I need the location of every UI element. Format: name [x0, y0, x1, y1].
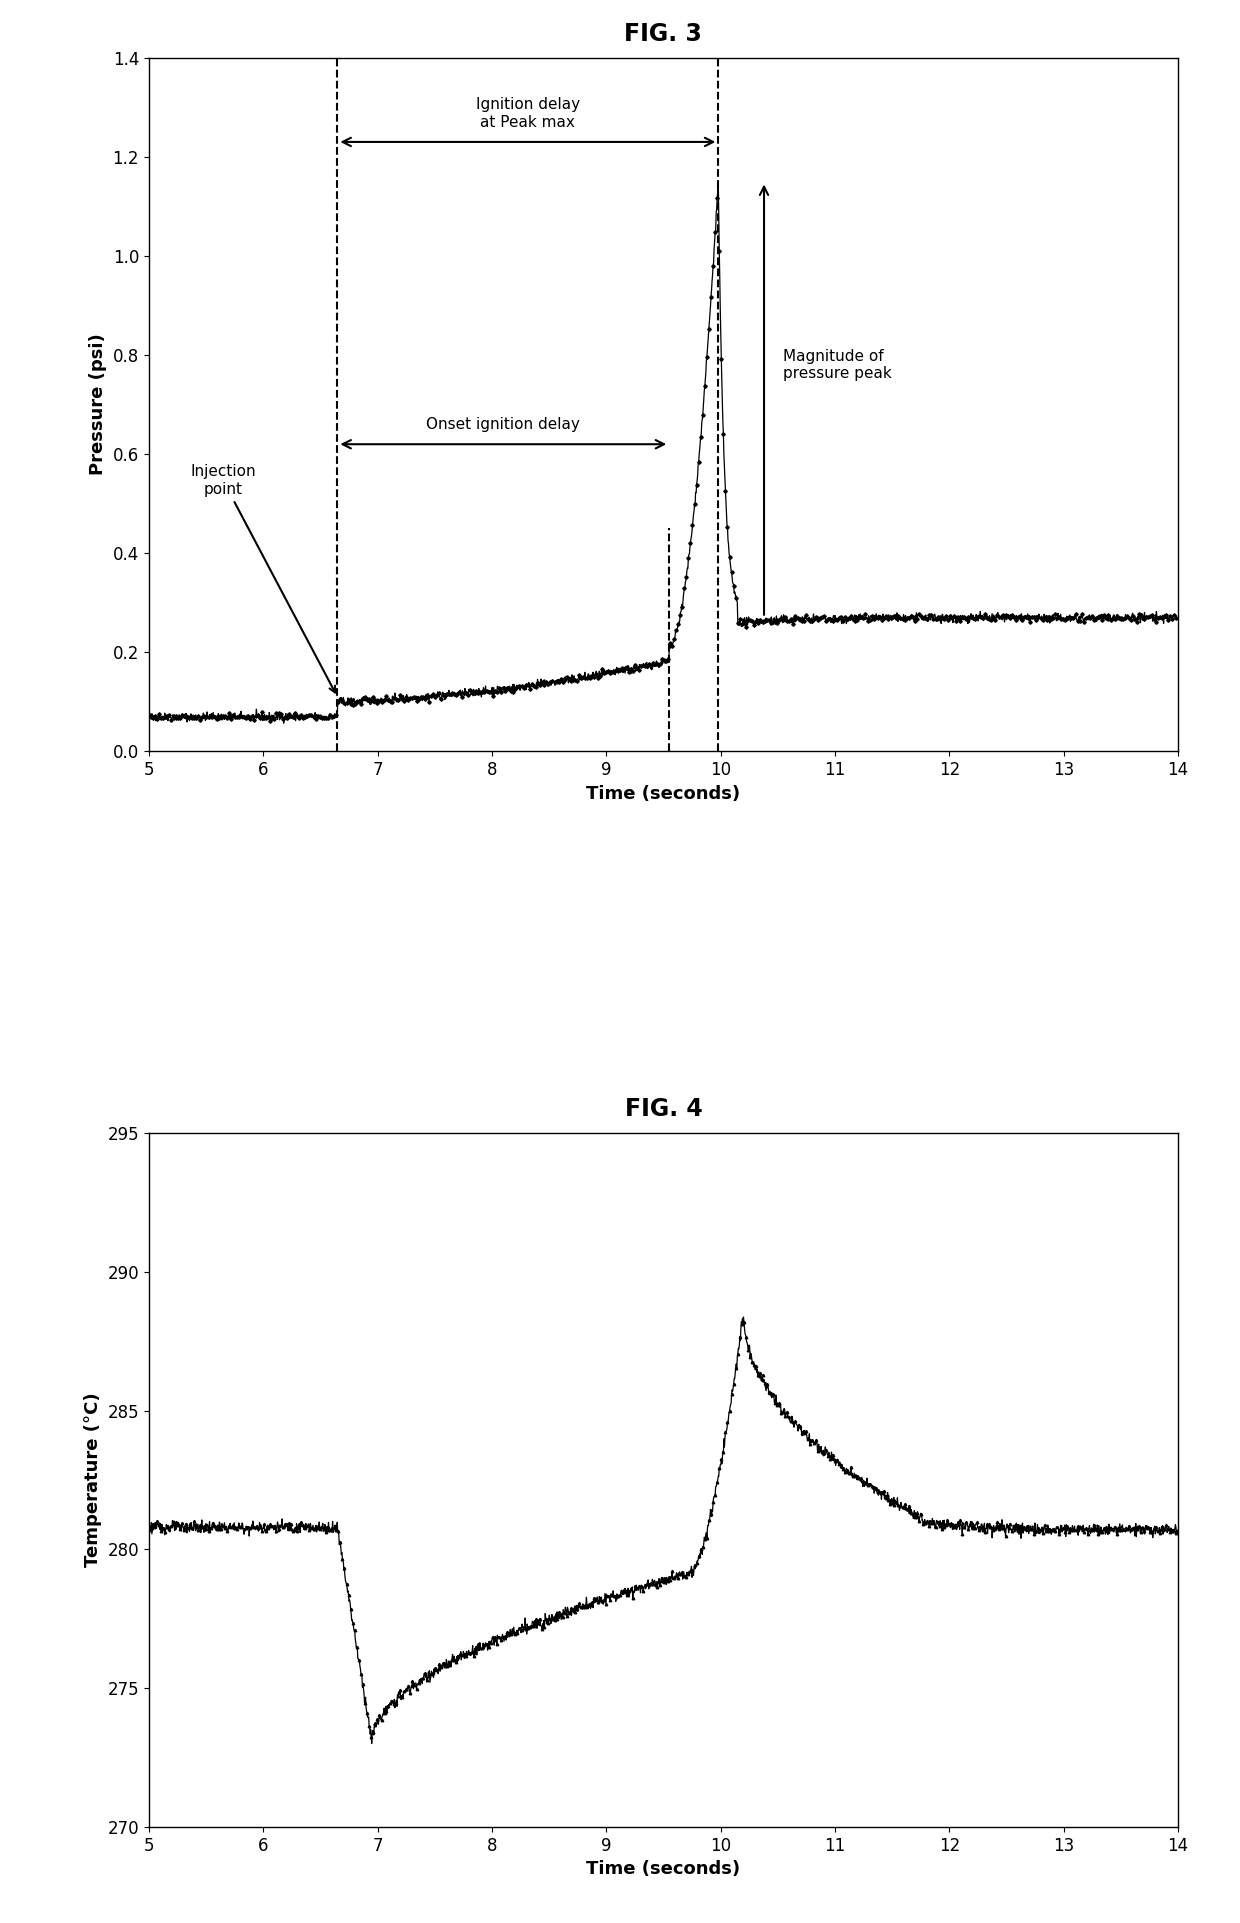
X-axis label: Time (seconds): Time (seconds)	[587, 1860, 740, 1879]
Title: FIG. 4: FIG. 4	[625, 1098, 702, 1121]
Text: Ignition delay
at Peak max: Ignition delay at Peak max	[476, 98, 580, 129]
Text: Onset ignition delay: Onset ignition delay	[427, 417, 580, 433]
X-axis label: Time (seconds): Time (seconds)	[587, 785, 740, 802]
Y-axis label: Temperature (°C): Temperature (°C)	[84, 1392, 102, 1567]
Y-axis label: Pressure (psi): Pressure (psi)	[89, 335, 107, 475]
Title: FIG. 3: FIG. 3	[625, 21, 702, 46]
Text: Injection
point: Injection point	[190, 463, 335, 692]
Text: Magnitude of
pressure peak: Magnitude of pressure peak	[784, 348, 893, 381]
